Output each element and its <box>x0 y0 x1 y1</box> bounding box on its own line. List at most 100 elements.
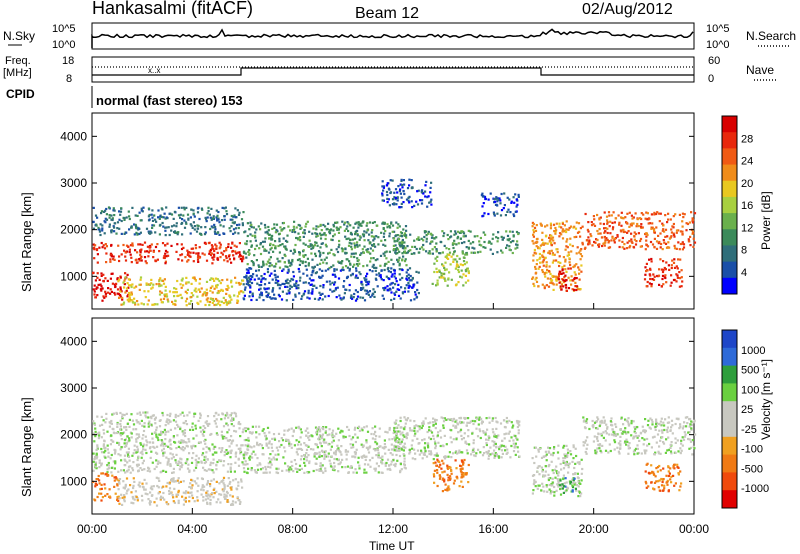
heatmap-cell <box>449 477 452 480</box>
heatmap-cell <box>536 259 539 262</box>
heatmap-cell <box>96 261 99 264</box>
heatmap-cell <box>361 248 364 251</box>
heatmap-cell <box>550 238 553 241</box>
heatmap-cell <box>161 441 164 444</box>
heatmap-cell <box>186 445 189 448</box>
heatmap-cell <box>361 221 364 224</box>
heatmap-cell <box>333 469 336 472</box>
heatmap-cell <box>510 421 513 424</box>
heatmap-cell <box>350 242 353 245</box>
heatmap-cell <box>384 262 387 266</box>
heatmap-cell <box>511 426 514 429</box>
heatmap-cell <box>180 448 183 451</box>
heatmap-cell <box>551 261 554 264</box>
heatmap-cell <box>146 469 149 472</box>
heatmap-cell <box>603 227 606 230</box>
heatmap-cell <box>583 247 586 250</box>
heatmap-cell <box>220 288 223 291</box>
heatmap-cell <box>651 226 654 229</box>
heatmap-cell <box>320 258 323 261</box>
heatmap-cell <box>207 497 210 500</box>
heatmap-cell <box>407 286 410 289</box>
heatmap-cell <box>99 223 102 226</box>
heatmap-cell <box>199 300 202 303</box>
heatmap-cell <box>240 478 243 481</box>
heatmap-cell <box>645 270 648 273</box>
heatmap-cell <box>561 230 564 233</box>
heatmap-cell <box>339 297 342 300</box>
heatmap-cell <box>234 276 237 279</box>
heatmap-cell <box>222 489 225 492</box>
heatmap-cell <box>200 461 203 464</box>
heatmap-cell <box>398 206 401 209</box>
heatmap-cell <box>568 261 571 264</box>
heatmap-cell <box>274 245 277 248</box>
heatmap-cell <box>392 249 395 252</box>
heatmap-cell <box>263 283 267 286</box>
heatmap-cell <box>242 279 245 282</box>
heatmap-cell <box>551 282 554 285</box>
heatmap-cell <box>168 492 171 495</box>
heatmap-cell <box>297 287 300 290</box>
heatmap-cell <box>167 430 170 433</box>
heatmap-cell <box>285 247 288 250</box>
heatmap-cell <box>230 435 233 438</box>
heatmap-cell <box>283 433 286 436</box>
heatmap-cell <box>266 260 269 263</box>
heatmap-cell <box>627 230 630 233</box>
heatmap-cell <box>164 234 167 237</box>
heatmap-cell <box>165 485 168 488</box>
heatmap-cell <box>213 255 216 258</box>
heatmap-cell <box>209 433 212 436</box>
heatmap-cell <box>159 223 162 226</box>
heatmap-cell <box>189 482 192 485</box>
heatmap-cell <box>155 465 158 468</box>
heatmap-cell <box>436 471 439 474</box>
heatmap-cell <box>355 221 358 224</box>
heatmap-cell <box>333 289 336 293</box>
heatmap-cell <box>316 446 319 449</box>
heatmap-cell <box>162 447 165 450</box>
heatmap-cell <box>119 293 122 297</box>
heatmap-cell <box>227 452 230 455</box>
heatmap-cell <box>120 303 123 306</box>
heatmap-cell <box>386 193 389 197</box>
heatmap-cell <box>148 283 152 286</box>
heatmap-cell <box>114 462 117 465</box>
heatmap-cell <box>278 240 281 243</box>
heatmap-cell <box>489 192 492 195</box>
heatmap-cell <box>183 498 186 501</box>
heatmap-cell <box>591 244 594 247</box>
heatmap-cell <box>196 499 199 502</box>
heatmap-cell <box>116 288 120 291</box>
heatmap-cell <box>298 224 302 227</box>
heatmap-cell <box>201 453 204 457</box>
heatmap-cell <box>194 424 197 427</box>
heatmap-cell <box>157 209 160 212</box>
heatmap-cell <box>467 463 470 467</box>
heatmap-cell <box>557 457 560 460</box>
freq-unit: [MHz] <box>3 67 32 79</box>
heatmap-cell <box>444 483 447 486</box>
heatmap-cell <box>532 254 535 257</box>
heatmap-cell <box>125 445 128 448</box>
heatmap-cell <box>107 474 110 477</box>
heatmap-cell <box>532 222 535 226</box>
heatmap-cell <box>104 243 107 246</box>
heatmap-cell <box>431 421 434 424</box>
heatmap-cell <box>109 443 112 446</box>
heatmap-cell <box>217 413 220 416</box>
heatmap-cell <box>312 245 315 248</box>
heatmap-cell <box>428 426 431 429</box>
heatmap-cell <box>487 435 490 438</box>
heatmap-cell <box>209 501 212 505</box>
heatmap-cell <box>184 462 187 465</box>
heatmap-cell <box>488 421 491 424</box>
heatmap-cell <box>138 211 141 214</box>
heatmap-cell <box>229 218 232 221</box>
heatmap-cell <box>457 242 460 245</box>
heatmap-cell <box>427 252 430 255</box>
heatmap-cell <box>113 467 116 470</box>
heatmap-cell <box>270 236 273 239</box>
heatmap-cell <box>173 210 176 213</box>
